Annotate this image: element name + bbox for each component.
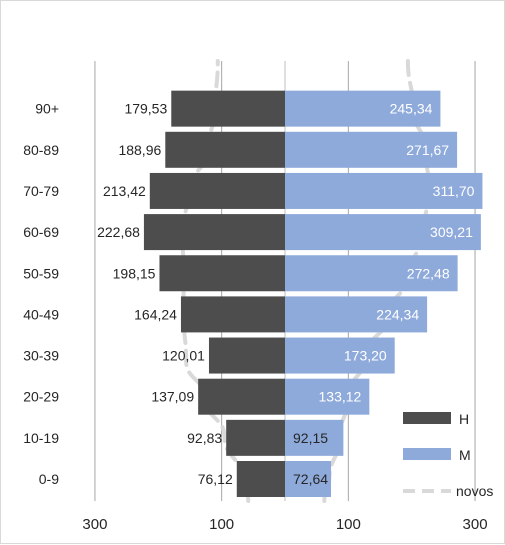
category-label: 10-19: [23, 430, 59, 446]
category-label: 50-59: [23, 265, 59, 281]
data-label-m: 72,64: [293, 471, 328, 487]
bar-h: [171, 90, 285, 127]
bar-m: [285, 131, 458, 168]
legend-label-m: M: [459, 447, 471, 463]
bar-h: [149, 172, 285, 209]
bar-m: [285, 419, 344, 456]
data-label-h: 120,01: [162, 348, 205, 364]
category-label: 90+: [35, 101, 59, 117]
x-tick-label: 300: [82, 516, 107, 533]
data-label-h: 222,68: [97, 224, 140, 240]
data-label-h: 188,96: [118, 142, 161, 158]
data-label-m: 271,67: [406, 142, 449, 158]
bar-m: [285, 255, 458, 292]
category-label: 30-39: [23, 348, 59, 364]
data-label-m: 311,70: [433, 183, 475, 199]
legend-label-h: H: [459, 411, 469, 427]
bar-h: [226, 419, 285, 456]
legend-swatch-m: [403, 448, 451, 460]
bar-h: [208, 337, 285, 374]
category-axis: 0-9 10-19 20-29 30-39 40-49 50-59 60-69 70-79 80…: [23, 101, 59, 487]
x-tick-label: 100: [209, 516, 234, 533]
data-label-h: 213,42: [103, 183, 146, 199]
bar-h: [180, 296, 285, 333]
x-tick-label: 100: [336, 516, 361, 533]
category-label: 20-29: [23, 389, 59, 405]
bar-m: [285, 172, 483, 209]
data-label-h: 92,83: [187, 430, 222, 446]
value-axis: 500300100100300500: [82, 516, 488, 533]
legend-swatch-h: [403, 412, 451, 424]
legend-label-novos: novos: [456, 483, 493, 499]
category-label: 70-79: [23, 183, 59, 199]
data-label-h: 179,53: [124, 101, 167, 117]
data-label-m: 133,12: [319, 389, 362, 405]
data-label-h: 164,24: [134, 306, 177, 322]
data-label-h: 76,12: [198, 471, 233, 487]
bars: [143, 90, 483, 497]
data-label-h: 137,09: [151, 389, 194, 405]
bar-m: [285, 296, 428, 333]
bar-m: [285, 461, 332, 497]
bar-h: [159, 255, 285, 292]
bar-h: [143, 214, 285, 251]
data-label-m: 224,34: [376, 306, 419, 322]
data-label-m: 245,34: [390, 101, 433, 117]
category-label: 60-69: [23, 224, 59, 240]
bar-m: [285, 337, 395, 374]
data-label-m: 309,21: [430, 224, 473, 240]
bar-m: [285, 378, 370, 415]
category-label: 0-9: [39, 471, 59, 487]
bar-h: [198, 378, 285, 415]
category-label: 40-49: [23, 306, 59, 322]
data-label-m: 173,20: [344, 348, 387, 364]
bar-m: [285, 214, 481, 251]
data-label-m: 272,48: [407, 265, 450, 281]
bar-m: [285, 90, 441, 127]
bar-h: [236, 461, 285, 497]
bar-h: [165, 131, 285, 168]
category-label: 80-89: [23, 142, 59, 158]
data-label-m: 92,15: [293, 430, 328, 446]
data-label-h: 198,15: [113, 265, 156, 281]
data-labels: 76,12 72,64 92,83 92,15 137,09 133,12 120,01 17…: [97, 101, 475, 487]
x-tick-label: 300: [463, 516, 488, 533]
